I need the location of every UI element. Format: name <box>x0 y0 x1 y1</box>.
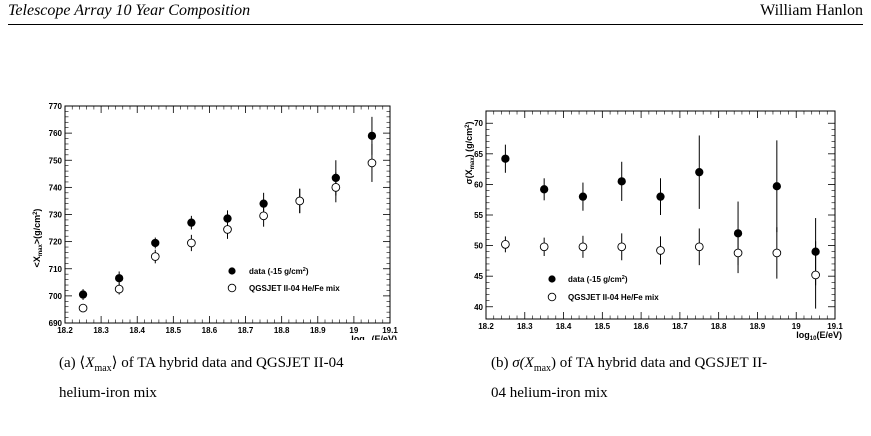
legend-data-label: data (-15 g/cm2) <box>249 267 309 276</box>
x-tick-label: 19 <box>349 326 358 335</box>
model-point <box>501 240 510 249</box>
model-point <box>811 270 820 280</box>
model-point <box>656 246 665 255</box>
caption-b-line2: 04 helium-iron mix <box>491 385 608 401</box>
legend-model-label: QGSJET II-04 He/Fe mix <box>568 293 659 302</box>
caption-a: (a) ⟨Xmax⟩ of TA hybrid data and QGSJET … <box>59 351 389 406</box>
x-tick-label: 18.2 <box>478 322 494 331</box>
y-tick-label: 730 <box>49 211 63 220</box>
figure-b-sigma-xmax: 18.2 18.3 18.4 18.5 18.6 18.7 18.8 18.9 19 19.1 40… <box>464 110 843 340</box>
y-tick-label: 770 <box>49 102 63 111</box>
model-point <box>733 248 743 258</box>
legend-model-marker <box>227 283 237 293</box>
x-tick-label: 18.9 <box>750 322 766 331</box>
data-point <box>617 177 626 186</box>
x-tick-label: 18.9 <box>310 326 326 335</box>
x-tick-label: 18.7 <box>238 326 254 335</box>
x-tick-label: 19.1 <box>382 326 398 335</box>
x-tick-label: 18.7 <box>672 322 688 331</box>
x-tick-label: 18.5 <box>166 326 182 335</box>
x-tick-label: 18.3 <box>517 322 533 331</box>
y-tick-label: 720 <box>49 238 63 247</box>
caption-b-line1: (b) σ(Xmax) of TA hybrid data and QGSJET… <box>491 355 768 374</box>
model-point <box>295 196 305 206</box>
data-point <box>115 274 124 283</box>
axes-frame <box>64 105 391 324</box>
y-tick-label: 60 <box>474 180 483 189</box>
legend-data-marker <box>548 275 556 283</box>
y-tick-label: 65 <box>474 150 483 159</box>
model-point <box>78 303 88 313</box>
data-markers <box>78 116 377 313</box>
x-tick-label: 18.2 <box>57 326 73 335</box>
y-tick-label: 50 <box>474 242 483 251</box>
model-point <box>259 211 268 221</box>
model-point <box>617 242 627 252</box>
legend-model-marker <box>547 292 557 302</box>
model-point <box>150 252 160 261</box>
x-tick-label: 18.8 <box>711 322 727 331</box>
y-tick-label: 750 <box>49 156 63 165</box>
y-axis-title: σ(Xmax) (g/cm2) <box>464 121 476 184</box>
x-tick-label: 18.8 <box>274 326 290 335</box>
model-point <box>539 242 549 252</box>
x-axis-title: log10(E/eV) <box>351 334 397 340</box>
caption-b: (b) σ(Xmax) of TA hybrid data and QGSJET… <box>491 351 821 406</box>
figure-a-mean-xmax: 18.2 18.3 18.4 18.5 18.6 18.7 18.8 18.9 19 19.1 69… <box>32 102 399 340</box>
x-tick-label: 19 <box>792 322 801 331</box>
y-tick-label: 70 <box>474 119 483 128</box>
y-tick-label: 45 <box>474 272 483 281</box>
x-tick-label: 18.6 <box>633 322 649 331</box>
x-tick-label: 19.1 <box>827 322 843 331</box>
model-point <box>331 183 341 192</box>
model-point <box>694 242 704 252</box>
data-markers <box>501 135 820 309</box>
x-tick-label: 18.4 <box>129 326 145 335</box>
caption-a-line1: (a) ⟨Xmax⟩ of TA hybrid data and QGSJET … <box>59 355 344 374</box>
data-point <box>78 290 88 299</box>
y-tick-label: 740 <box>49 183 63 192</box>
model-point <box>114 284 124 294</box>
tick-labels: 18.2 18.3 18.4 18.5 18.6 18.7 18.8 18.9 19 19.1 69… <box>49 102 399 335</box>
y-tick-label: 55 <box>474 211 483 220</box>
legend-data-marker <box>228 267 236 275</box>
header-rule <box>8 24 863 25</box>
y-axis-title: <Xmax>(g/cm2) <box>32 209 44 268</box>
legend-data-label: data (-15 g/cm2) <box>568 275 628 284</box>
x-tick-label: 18.6 <box>202 326 218 335</box>
x-tick-label: 18.5 <box>595 322 611 331</box>
data-point <box>772 182 781 191</box>
model-point <box>578 242 588 252</box>
data-point <box>695 168 704 177</box>
data-point <box>540 185 549 194</box>
model-point <box>772 248 782 258</box>
data-point <box>578 192 588 201</box>
x-tick-label: 18.4 <box>556 322 572 331</box>
legend: data (-15 g/cm2) QGSJET II-04 He/Fe mix <box>227 267 340 293</box>
running-header-title: Telescope Array 10 Year Composition <box>8 2 251 19</box>
data-point <box>367 131 377 140</box>
y-tick-label: 760 <box>49 129 63 138</box>
y-tick-label: 710 <box>49 265 63 274</box>
model-point <box>367 158 377 168</box>
tick-labels: 18.2 18.3 18.4 18.5 18.6 18.7 18.8 18.9 19 19.1 40… <box>474 119 843 331</box>
model-point <box>223 225 232 234</box>
legend: data (-15 g/cm2) QGSJET II-04 He/Fe mix <box>547 275 659 302</box>
data-point <box>656 192 665 201</box>
axes-frame <box>485 110 836 320</box>
data-point <box>187 218 196 227</box>
y-tick-label: 690 <box>49 319 63 328</box>
running-header-author: William Hanlon <box>760 2 863 19</box>
y-tick-label: 700 <box>49 292 63 301</box>
x-tick-label: 18.3 <box>93 326 109 335</box>
y-tick-label: 40 <box>474 303 483 312</box>
caption-a-line2: helium-iron mix <box>59 385 157 401</box>
model-point <box>187 238 196 248</box>
x-axis-title: log10(E/eV) <box>796 330 842 340</box>
data-point <box>151 238 160 248</box>
legend-model-label: QGSJET II-04 He/Fe mix <box>249 284 340 293</box>
data-point <box>501 154 510 163</box>
